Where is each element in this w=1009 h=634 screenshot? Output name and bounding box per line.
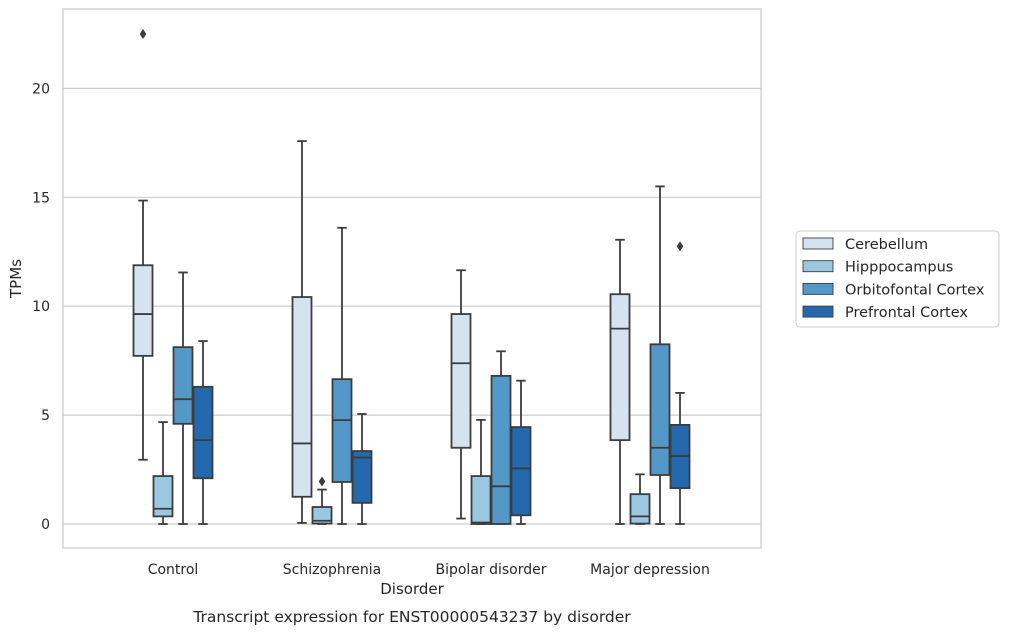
x-tick-label: Bipolar disorder [435, 562, 546, 578]
box-cerebellum [450, 269, 472, 520]
boxes [132, 28, 691, 525]
x-axis-title: Disorder [380, 580, 444, 598]
x-tick-label: Major depression [590, 562, 710, 578]
box-orbitofontal-cortex [490, 350, 512, 525]
y-tick-label: 15 [32, 190, 50, 206]
outlier-point [676, 241, 684, 252]
box-orbitofontal-cortex [172, 271, 194, 525]
box-iqr [450, 313, 472, 449]
box-iqr [311, 506, 333, 525]
box-iqr [649, 343, 671, 476]
box-prefrontal-cortex [192, 340, 214, 525]
box-prefrontal-cortex [351, 413, 373, 525]
legend-label: Cerebellum [845, 237, 928, 253]
box-hipppocampus [470, 418, 492, 525]
box-cerebellum [132, 28, 154, 461]
legend-label: Orbitofontal Cortex [845, 282, 985, 298]
box-prefrontal-cortex [510, 379, 532, 525]
box-cerebellum [291, 140, 313, 524]
box-iqr [331, 378, 353, 483]
y-tick-label: 0 [41, 517, 50, 533]
box-iqr [351, 450, 373, 504]
legend-label: Prefrontal Cortex [845, 305, 968, 321]
box-iqr [470, 475, 492, 525]
outlier-point [139, 28, 147, 39]
box-iqr [629, 493, 651, 525]
box-hipppocampus [629, 473, 651, 525]
box-iqr [291, 296, 313, 498]
legend-frame [795, 230, 1000, 328]
plot-frame [62, 8, 762, 549]
x-tick-label: Schizophrenia [283, 562, 381, 578]
box-iqr [510, 426, 532, 517]
box-prefrontal-cortex [669, 241, 691, 525]
legend-swatch [802, 237, 834, 250]
box-iqr [132, 264, 154, 357]
box-iqr [172, 346, 194, 425]
box-hipppocampus [152, 421, 174, 525]
axes: 0 5 10 15 20 Control Schizophrenia Bipolar diso… [32, 81, 710, 578]
legend-label: Hipppocampus [845, 260, 953, 276]
legend-swatch [802, 260, 834, 273]
y-tick-label: 5 [41, 408, 50, 424]
box-orbitofontal-cortex [331, 226, 353, 525]
box-hipppocampus [311, 476, 333, 525]
box-iqr [609, 293, 631, 442]
legend-swatch [802, 305, 834, 318]
box-cerebellum [609, 238, 631, 525]
box-iqr [152, 475, 174, 518]
legend-swatch [802, 282, 834, 295]
outlier-point [318, 476, 326, 487]
chart-caption: Transcript expression for ENST0000054323… [192, 608, 631, 626]
box-iqr [490, 374, 512, 525]
box-orbitofontal-cortex [649, 185, 671, 525]
y-axis-title: TPMs [7, 259, 25, 299]
x-tick-label: Control [148, 562, 199, 578]
box-iqr [192, 385, 214, 480]
legend: Cerebellum Hipppocampus Orbitofontal Corte… [795, 230, 1000, 328]
y-tick-label: 20 [32, 81, 50, 97]
y-tick-label: 10 [32, 299, 50, 315]
